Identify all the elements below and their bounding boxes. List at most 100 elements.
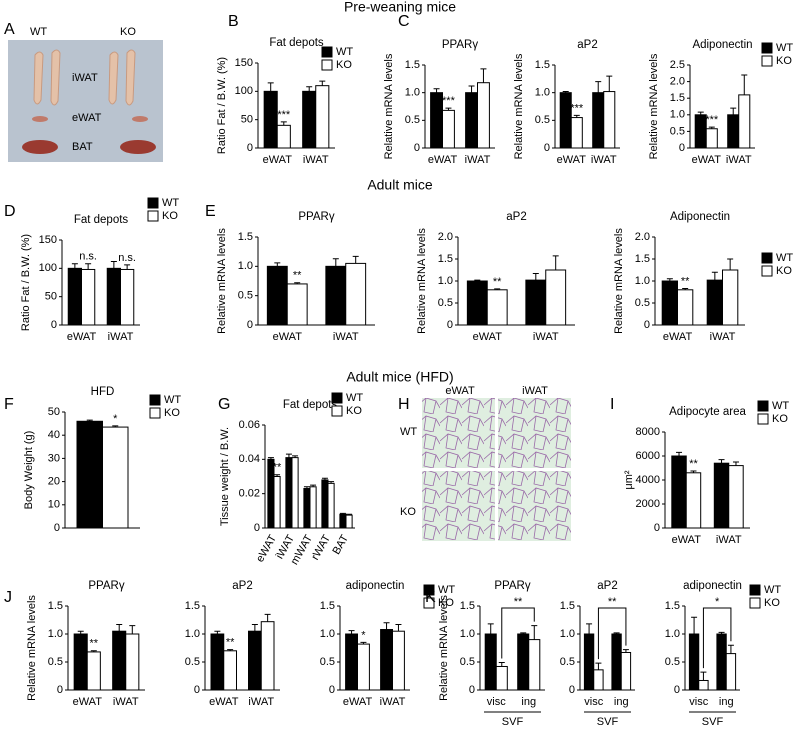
error-bar (613, 632, 620, 634)
y-axis-label: Body Weight (g) (23, 431, 35, 510)
y-tick-label: 50 (45, 291, 57, 303)
panel-letter: E (205, 203, 216, 220)
y-tick-label: 1.0 (320, 628, 335, 640)
bar (76, 420, 103, 529)
y-tick-label: 2.0 (438, 231, 453, 243)
bar (392, 630, 405, 691)
legend-swatch (757, 413, 769, 425)
bar (273, 476, 281, 529)
bar (592, 92, 605, 149)
chart-title: adiponectin (346, 580, 405, 592)
y-axis-label: Relative mRNA levels (216, 228, 228, 334)
error-bar (124, 264, 131, 270)
error-bar (445, 107, 452, 111)
tissue (32, 116, 48, 122)
bar (315, 85, 330, 149)
bar (73, 633, 88, 691)
bar (321, 479, 329, 529)
bar (570, 117, 583, 149)
error-bar (214, 630, 221, 634)
y-axis-label: Relative mRNA levels (383, 53, 395, 159)
error-bar (474, 279, 481, 281)
y-tick-label: 0 (679, 142, 685, 154)
bar (620, 651, 632, 691)
y-tick-label: 0 (544, 142, 550, 154)
bar (276, 124, 291, 149)
bar (248, 630, 262, 691)
x-tick-label: iWAT (726, 154, 752, 166)
error-bar (727, 644, 734, 654)
y-tick-label: 0 (329, 684, 335, 696)
y-axis-label: Tissue weight / B.W. (219, 427, 231, 526)
error-bar (690, 470, 697, 473)
y-tick-label: 0 (51, 319, 57, 331)
bar (345, 514, 353, 529)
x-tick-label: BAT (330, 533, 351, 557)
error-bar (227, 649, 234, 651)
bar (125, 633, 140, 691)
x-tick-label: eWAT (692, 154, 722, 166)
bar (525, 279, 547, 326)
y-tick-label: 0.5 (560, 656, 575, 668)
error-bar (595, 662, 602, 670)
y-tick-label: 0.5 (665, 656, 680, 668)
error-bar (339, 512, 346, 515)
chart-title: adiponectin (683, 580, 742, 592)
error-bar (319, 80, 326, 86)
legend-swatch (423, 584, 435, 596)
x-tick-label: eWAT (672, 534, 702, 546)
error-bar (321, 477, 328, 480)
y-axis-label: μm² (623, 470, 635, 490)
y-tick-label: 50 (48, 406, 60, 418)
y-tick-label: 0.02 (239, 488, 260, 500)
legend-swatch (761, 55, 773, 67)
significance-label: ** (226, 637, 235, 649)
y-tick-label: 2.0 (670, 76, 685, 88)
y-axis-label: Relative mRNA levels (648, 53, 660, 159)
significance-bracket (702, 607, 732, 669)
bar (286, 283, 308, 326)
x-tick-label: iWAT (465, 154, 491, 166)
row-label: WT (400, 426, 417, 438)
column-label: iWAT (522, 385, 548, 397)
y-axis-label: Relative mRNA levels (438, 595, 450, 701)
bar (545, 269, 567, 326)
x-tick-label: iWAT (380, 696, 406, 708)
x-tick-label: eWAT (273, 331, 303, 343)
bar (727, 114, 740, 149)
significance-label: *** (277, 109, 291, 121)
significance-label: * (361, 629, 366, 641)
legend-swatch (149, 407, 161, 419)
legend-swatch (331, 392, 343, 404)
y-tick-label: 0 (447, 319, 453, 331)
error-bar (285, 453, 292, 458)
y-axis-label: Relative mRNA levels (26, 595, 38, 701)
legend-swatch (761, 265, 773, 277)
significance-label: ** (689, 458, 698, 470)
bar (495, 665, 508, 691)
error-bar (697, 111, 704, 115)
legend-label: KO (162, 210, 178, 222)
bar (728, 465, 744, 529)
bar (484, 633, 497, 691)
error-bar (251, 623, 258, 632)
y-tick-label: 1.0 (635, 275, 650, 287)
y-tick-label: 4000 (636, 474, 660, 486)
x-tick-label: ing (614, 696, 629, 708)
y-tick-label: 1.0 (48, 628, 63, 640)
bar (725, 653, 737, 691)
error-bar (77, 630, 84, 634)
error-bar (727, 258, 734, 270)
panel-a: A WT KO iWAT eWAT BAT (4, 21, 163, 162)
error-bar (586, 623, 593, 634)
y-tick-label: 50 (241, 114, 253, 126)
bar (345, 633, 359, 691)
error-bar (328, 481, 335, 484)
x-tick-label: eWAT (428, 154, 458, 166)
error-bar (294, 282, 301, 284)
legend-swatch (321, 59, 333, 71)
bar (685, 472, 702, 529)
photo-label: BAT (72, 141, 93, 153)
significance-label: ** (293, 270, 302, 282)
bar (559, 92, 572, 149)
